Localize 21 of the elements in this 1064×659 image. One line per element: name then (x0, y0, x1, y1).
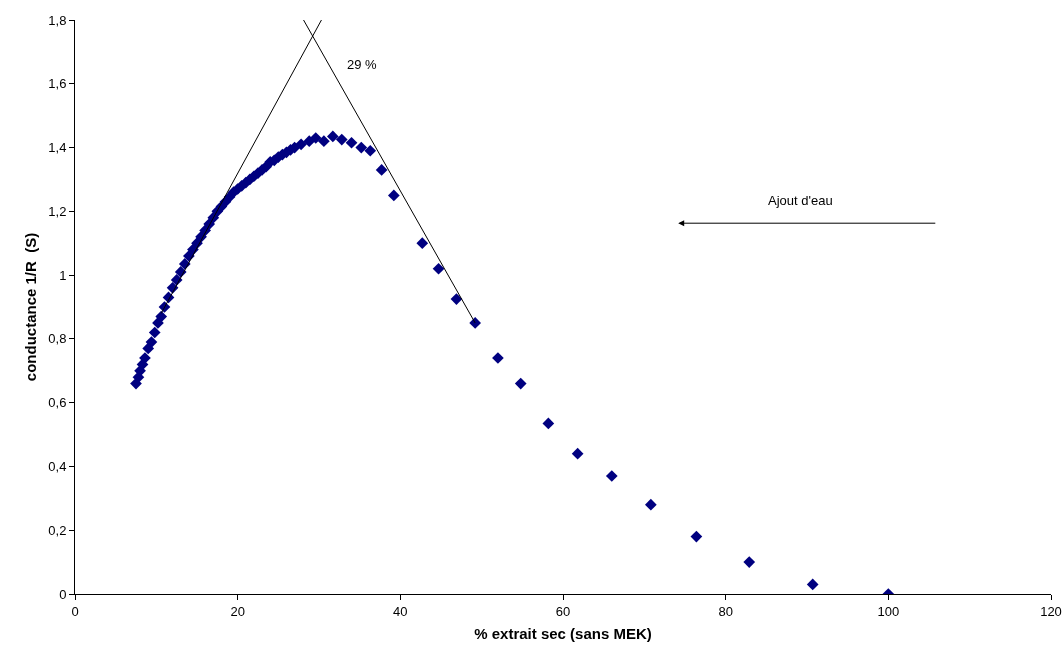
y-tick-label: 1,4 (48, 140, 67, 156)
y-tick-label: 0,4 (48, 458, 67, 474)
x-tick-label: 60 (555, 603, 571, 619)
y-tick-label: 0,6 (48, 395, 67, 411)
x-tick-label: 80 (718, 603, 733, 619)
x-tick-label: 0 (71, 603, 79, 619)
y-tick-label: 1,2 (48, 203, 67, 219)
y-tick-label: 0 (59, 586, 67, 602)
x-tick-label: 40 (393, 603, 408, 619)
y-tick-label: 1,8 (48, 12, 67, 28)
y-tick-label: 1,6 (48, 76, 67, 92)
y-tick-label: 0,8 (48, 331, 67, 347)
y-tick-label: 1 (59, 267, 67, 283)
x-axis-title: % extrait sec (sans MEK) (474, 624, 652, 642)
annotation: 29 % (347, 57, 378, 72)
x-tick-label: 100 (877, 603, 900, 619)
x-tick-label: 20 (230, 603, 245, 619)
y-tick-label: 0,2 (48, 522, 67, 538)
annotation: Ajout d'eau (768, 193, 833, 208)
x-tick-label: 120 (1040, 603, 1062, 619)
y-axis-title: conductance 1/R (S) (21, 232, 39, 382)
